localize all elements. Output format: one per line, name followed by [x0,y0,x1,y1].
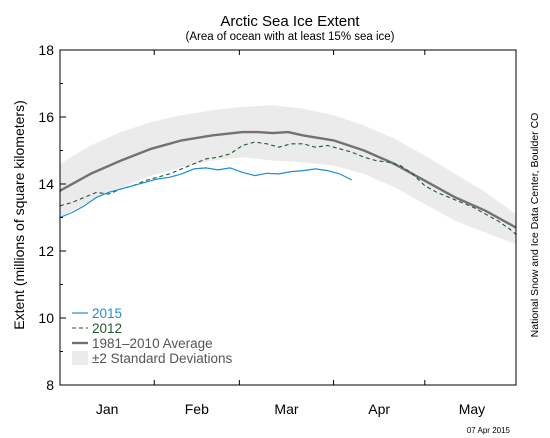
y-tick-label: 16 [38,109,54,125]
x-month-label: May [459,401,485,417]
series-average-line [60,130,516,229]
x-month-label: Feb [185,401,209,417]
y-tick-label: 8 [46,377,54,393]
y-tick-label: 18 [38,42,54,58]
y-axis-label: Extent (millions of square kilometers) [11,100,27,330]
legend-2015-label: 2015 [92,306,122,321]
chart-title: Arctic Sea Ice Extent [220,13,360,30]
credit-text: National Snow and Ice Data Center, Bould… [529,113,541,338]
x-month-label: Mar [274,401,298,417]
std-band-layer [60,105,516,245]
chart-subtitle: (Area of ocean with at least 15% sea ice… [185,31,394,43]
legend-std-band-label: ±2 Standard Deviations [92,351,232,366]
legend-2012-label: 2012 [92,321,122,336]
x-month-label: Apr [368,401,390,417]
axes: 8 10 12 14 16 18 Jan Feb Mar Apr May [38,42,485,417]
series-2015-line [60,167,353,219]
legend-average-label: 1981–2010 Average [92,336,213,351]
y-tick-label: 12 [38,243,54,259]
plot-frame [59,49,517,386]
y-tick-label: 10 [38,310,54,326]
legend-std-band-swatch [72,351,88,365]
std-band [60,105,516,245]
date-stamp: 07 Apr 2015 [467,426,511,435]
x-month-label: Jan [96,401,119,417]
y-tick-label: 14 [38,176,54,192]
series-layer [60,130,516,235]
